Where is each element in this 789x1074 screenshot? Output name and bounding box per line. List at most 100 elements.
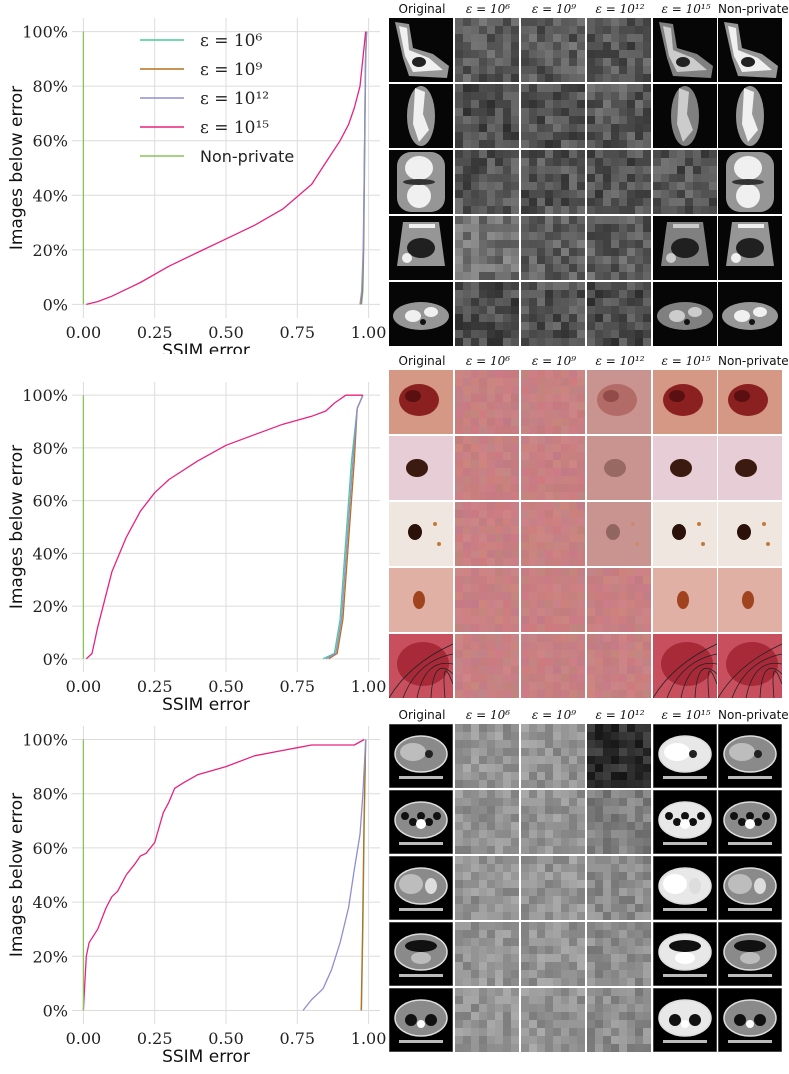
panel-3: 0.00 0.25 0.50 0.75 1.00 0% 20% 40% 60% 80% 100% SS… (0, 706, 789, 1074)
header-eps-1e6: ε = 10⁶ (465, 2, 511, 16)
series-line (82, 738, 365, 1011)
image-tile (389, 922, 453, 986)
image-tile (455, 84, 519, 148)
image-tile (653, 634, 717, 698)
image-tile (521, 18, 585, 82)
image-tile (718, 724, 782, 788)
image-tile (653, 856, 717, 920)
series-line (85, 394, 363, 660)
image-tile (521, 282, 585, 346)
image-tile (455, 988, 519, 1052)
y-tick-label: 20% (32, 947, 68, 966)
y-tick-label: 0% (43, 1001, 68, 1020)
y-tick-label: 40% (32, 544, 68, 563)
image-tile (521, 436, 585, 500)
x-tick-label: 0.50 (208, 677, 244, 696)
header-eps-1e9: ε = 10⁹ (531, 2, 577, 16)
image-tile (653, 282, 717, 346)
header-eps-1e12: ε = 10¹² (595, 2, 645, 16)
chart-1: 0.00 0.25 0.50 0.75 1.00 0% 20% 40% 60% 80% 100% SS… (7, 18, 387, 354)
x-tick-label: 0.25 (137, 323, 173, 342)
series-line (325, 394, 364, 660)
legend-label: ε = 10¹² (200, 89, 269, 109)
header-eps-1e9: ε = 10⁹ (531, 354, 577, 368)
image-tile (521, 370, 585, 434)
image-tile (389, 790, 453, 854)
y-tick-label: 80% (32, 439, 68, 458)
header-eps-1e15: ε = 10¹⁵ (661, 2, 711, 16)
image-tile (653, 216, 717, 280)
header-eps-1e6: ε = 10⁶ (465, 708, 511, 722)
header-non-private: Non-private (718, 354, 789, 368)
image-tile (718, 856, 782, 920)
image-tile (455, 18, 519, 82)
y-tick-label: 100% (22, 23, 68, 42)
image-tile (389, 216, 453, 280)
image-tile (653, 370, 717, 434)
image-tile (455, 922, 519, 986)
y-tick-label: 0% (43, 650, 68, 669)
image-tile (718, 282, 782, 346)
x-axis-label: SSIM error (162, 341, 250, 354)
image-tile (455, 436, 519, 500)
x-tick-label: 1.00 (351, 323, 387, 342)
x-tick-label: 0.00 (66, 323, 102, 342)
column-headers-1: Original ε = 10⁶ ε = 10⁹ ε = 10¹² ε = 10… (389, 2, 789, 22)
x-tick-label: 1.00 (351, 1029, 387, 1048)
image-tile (455, 370, 519, 434)
image-tile (653, 18, 717, 82)
image-tile (653, 436, 717, 500)
image-tile (455, 568, 519, 632)
image-tile (587, 370, 651, 434)
x-tick-label: 0.50 (208, 1029, 244, 1048)
image-tile (521, 922, 585, 986)
y-tick-label: 20% (32, 597, 68, 616)
y-tick-label: 100% (22, 731, 68, 750)
image-tile (521, 724, 585, 788)
x-tick-label: 0.75 (279, 323, 315, 342)
header-eps-1e15: ε = 10¹⁵ (661, 708, 711, 722)
image-tile (653, 568, 717, 632)
legend-label: Non-private (200, 147, 294, 166)
image-tile (389, 502, 453, 566)
image-tile (389, 18, 453, 82)
image-tile (718, 150, 782, 214)
image-tile (521, 568, 585, 632)
image-tile (718, 436, 782, 500)
legend-label: ε = 10⁶ (200, 31, 262, 51)
column-headers-2: Original ε = 10⁶ ε = 10⁹ ε = 10¹² ε = 10… (389, 354, 789, 374)
y-tick-label: 60% (32, 492, 68, 511)
image-tile (521, 150, 585, 214)
image-tile (389, 436, 453, 500)
series-line (360, 739, 367, 1011)
image-tile (455, 790, 519, 854)
image-tile (521, 634, 585, 698)
series-line (86, 31, 367, 306)
panel-1: 0.00 0.25 0.50 0.75 1.00 0% 20% 40% 60% 80% 100% SS… (0, 0, 789, 354)
image-tile (718, 84, 782, 148)
image-tile (718, 634, 782, 698)
x-tick-label: 0.25 (137, 677, 173, 696)
image-tile (718, 988, 782, 1052)
y-tick-label: 40% (32, 893, 68, 912)
x-tick-label: 0.75 (279, 1029, 315, 1048)
header-eps-1e15: ε = 10¹⁵ (661, 354, 711, 368)
y-tick-label: 80% (32, 77, 68, 96)
image-tile (718, 216, 782, 280)
image-tile (389, 282, 453, 346)
image-grid-2 (389, 370, 784, 700)
image-tile (587, 988, 651, 1052)
image-tile (718, 502, 782, 566)
image-tile (521, 216, 585, 280)
legend-label: ε = 10¹⁵ (200, 118, 269, 138)
image-tile (653, 922, 717, 986)
image-tile (455, 724, 519, 788)
y-tick-label: 80% (32, 785, 68, 804)
image-tile (587, 18, 651, 82)
image-tile (587, 150, 651, 214)
x-tick-label: 1.00 (351, 677, 387, 696)
image-tile (653, 724, 717, 788)
image-tile (521, 84, 585, 148)
image-tile (455, 216, 519, 280)
series-line (359, 31, 368, 305)
